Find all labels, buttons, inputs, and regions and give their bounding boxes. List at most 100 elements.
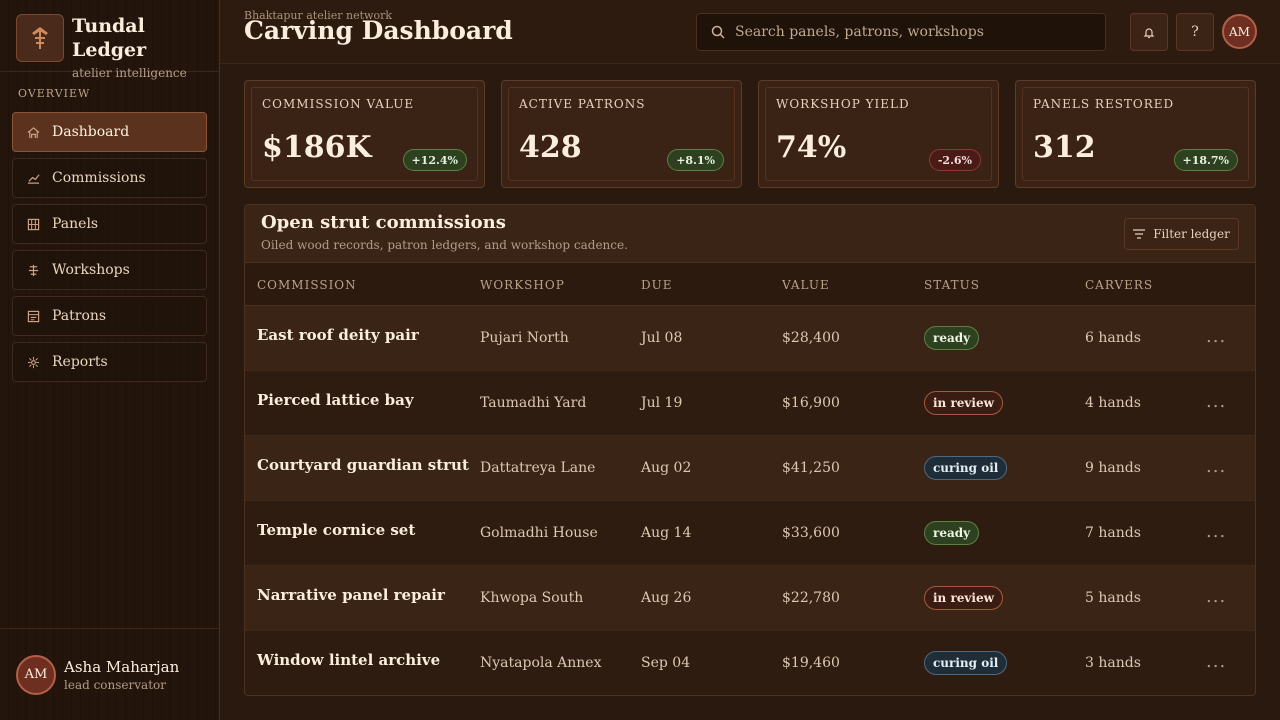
strut-logo-icon <box>16 14 64 62</box>
workshop-cell: Dattatreya Lane <box>480 460 596 476</box>
user-profile[interactable]: AM Asha Maharjan lead conservator <box>0 628 219 720</box>
metric-delta-badge: +12.4% <box>402 149 467 171</box>
metric-delta-badge: +18.7% <box>1173 149 1238 171</box>
sidebar: Tundal Ledger atelier intelligence OVERV… <box>0 0 220 720</box>
row-more-button[interactable]: ... <box>1206 456 1227 477</box>
row-more-button[interactable]: ... <box>1206 521 1227 542</box>
due-cell: Aug 02 <box>641 460 692 476</box>
workshop-cell: Pujari North <box>480 330 569 346</box>
sidebar-item-reports[interactable]: Reports <box>12 342 207 382</box>
brand-title: Tundal Ledger <box>72 15 147 61</box>
carvers-cell: 5 hands <box>1085 590 1141 606</box>
column-header[interactable]: CARVERS <box>1085 278 1154 292</box>
row-more-button[interactable]: ... <box>1206 326 1227 347</box>
notifications-button[interactable] <box>1130 13 1168 51</box>
spark-icon <box>27 356 40 368</box>
panel-title: Open strut commissions <box>261 212 506 233</box>
user-role: lead conservator <box>64 677 166 692</box>
column-header[interactable]: STATUS <box>924 278 980 292</box>
commission-name: Courtyard guardian strut <box>257 456 469 474</box>
table-row[interactable]: Pierced lattice bay Taumadhi Yard Jul 19… <box>245 371 1255 436</box>
row-more-button[interactable]: ... <box>1206 586 1227 607</box>
workshop-cell: Khwopa South <box>480 590 584 606</box>
home-icon <box>27 126 40 138</box>
column-header[interactable]: COMMISSION <box>257 278 357 292</box>
workshop-cell: Nyatapola Annex <box>480 655 602 671</box>
metric-card-commission-value: COMMISSION VALUE $186K +12.4% <box>244 80 485 188</box>
metric-value: 428 <box>519 130 582 165</box>
filter-ledger-button[interactable]: Filter ledger <box>1124 218 1239 250</box>
carvers-cell: 4 hands <box>1085 395 1141 411</box>
brand: Tundal Ledger atelier intelligence <box>0 0 219 80</box>
table-header: COMMISSION WORKSHOP DUE VALUE STATUS CAR… <box>245 263 1255 306</box>
carvers-cell: 3 hands <box>1085 655 1141 671</box>
search-input[interactable] <box>735 24 1075 40</box>
sidebar-item-commissions[interactable]: Commissions <box>12 158 207 198</box>
sidebar-item-workshops[interactable]: Workshops <box>12 250 207 290</box>
search-icon <box>711 25 725 39</box>
column-header[interactable]: DUE <box>641 278 673 292</box>
metric-label: ACTIVE PATRONS <box>519 97 646 111</box>
sidebar-item-panels[interactable]: Panels <box>12 204 207 244</box>
workshop-cell: Golmadhi House <box>480 525 598 541</box>
commission-name: Window lintel archive <box>257 651 441 669</box>
sidebar-item-label: Workshops <box>52 262 130 278</box>
panel-header: Open strut commissions Oiled wood record… <box>245 205 1255 263</box>
metric-card-workshop-yield: WORKSHOP YIELD 74% -2.6% <box>758 80 999 188</box>
due-cell: Jul 08 <box>641 330 683 346</box>
help-button[interactable]: ? <box>1176 13 1214 51</box>
metric-label: COMMISSION VALUE <box>262 97 415 111</box>
value-cell: $19,460 <box>782 655 840 671</box>
due-cell: Sep 04 <box>641 655 691 671</box>
grid-icon <box>27 218 40 230</box>
carvers-cell: 6 hands <box>1085 330 1141 346</box>
column-header[interactable]: WORKSHOP <box>480 278 565 292</box>
table-row[interactable]: Narrative panel repair Khwopa South Aug … <box>245 566 1255 631</box>
metric-delta-badge: +8.1% <box>667 149 724 171</box>
carvers-cell: 9 hands <box>1085 460 1141 476</box>
sidebar-item-label: Panels <box>52 216 99 232</box>
bell-icon <box>1143 27 1155 38</box>
top-header: Bhaktapur atelier network Carving Dashbo… <box>220 0 1280 64</box>
table-row[interactable]: East roof deity pair Pujari North Jul 08… <box>245 306 1255 371</box>
avatar: AM <box>16 654 56 695</box>
page-title: Carving Dashboard <box>244 16 513 45</box>
filter-icon <box>1133 229 1146 239</box>
due-cell: Jul 19 <box>641 395 683 411</box>
search-box[interactable] <box>696 13 1106 51</box>
sidebar-item-patrons[interactable]: Patrons <box>12 296 207 336</box>
chart-icon <box>27 173 40 184</box>
sidebar-item-dashboard[interactable]: Dashboard <box>12 112 207 152</box>
value-cell: $22,780 <box>782 590 840 606</box>
commission-name: East roof deity pair <box>257 326 419 344</box>
metric-label: WORKSHOP YIELD <box>776 97 910 111</box>
status-badge: curing oil <box>924 651 1008 675</box>
sidebar-item-label: Patrons <box>52 308 107 324</box>
status-badge: ready <box>924 326 980 350</box>
header-avatar[interactable]: AM <box>1222 14 1257 49</box>
value-cell: $41,250 <box>782 460 840 476</box>
filter-label: Filter ledger <box>1153 227 1230 241</box>
commission-name: Temple cornice set <box>257 521 416 539</box>
workshop-cell: Taumadhi Yard <box>480 395 587 411</box>
signpost-icon <box>28 264 39 276</box>
status-badge: in review <box>924 391 1003 415</box>
sidebar-nav: Dashboard Commissions Panels Workshops P… <box>12 112 207 388</box>
table-row[interactable]: Courtyard guardian strut Dattatreya Lane… <box>245 436 1255 501</box>
sidebar-item-label: Dashboard <box>52 124 130 140</box>
brand-subtitle: atelier intelligence <box>72 66 187 80</box>
due-cell: Aug 26 <box>641 590 692 606</box>
value-cell: $33,600 <box>782 525 840 541</box>
card-icon <box>27 310 40 322</box>
sidebar-item-label: Commissions <box>52 170 146 186</box>
carvers-cell: 7 hands <box>1085 525 1141 541</box>
status-badge: ready <box>924 521 980 545</box>
table-row[interactable]: Window lintel archive Nyatapola Annex Se… <box>245 631 1255 695</box>
table-row[interactable]: Temple cornice set Golmadhi House Aug 14… <box>245 501 1255 566</box>
column-header[interactable]: VALUE <box>782 278 830 292</box>
row-more-button[interactable]: ... <box>1206 651 1227 672</box>
metric-value: $186K <box>262 130 372 165</box>
nav-section-label: OVERVIEW <box>18 87 91 100</box>
commissions-panel: Open strut commissions Oiled wood record… <box>244 204 1256 696</box>
row-more-button[interactable]: ... <box>1206 391 1227 412</box>
